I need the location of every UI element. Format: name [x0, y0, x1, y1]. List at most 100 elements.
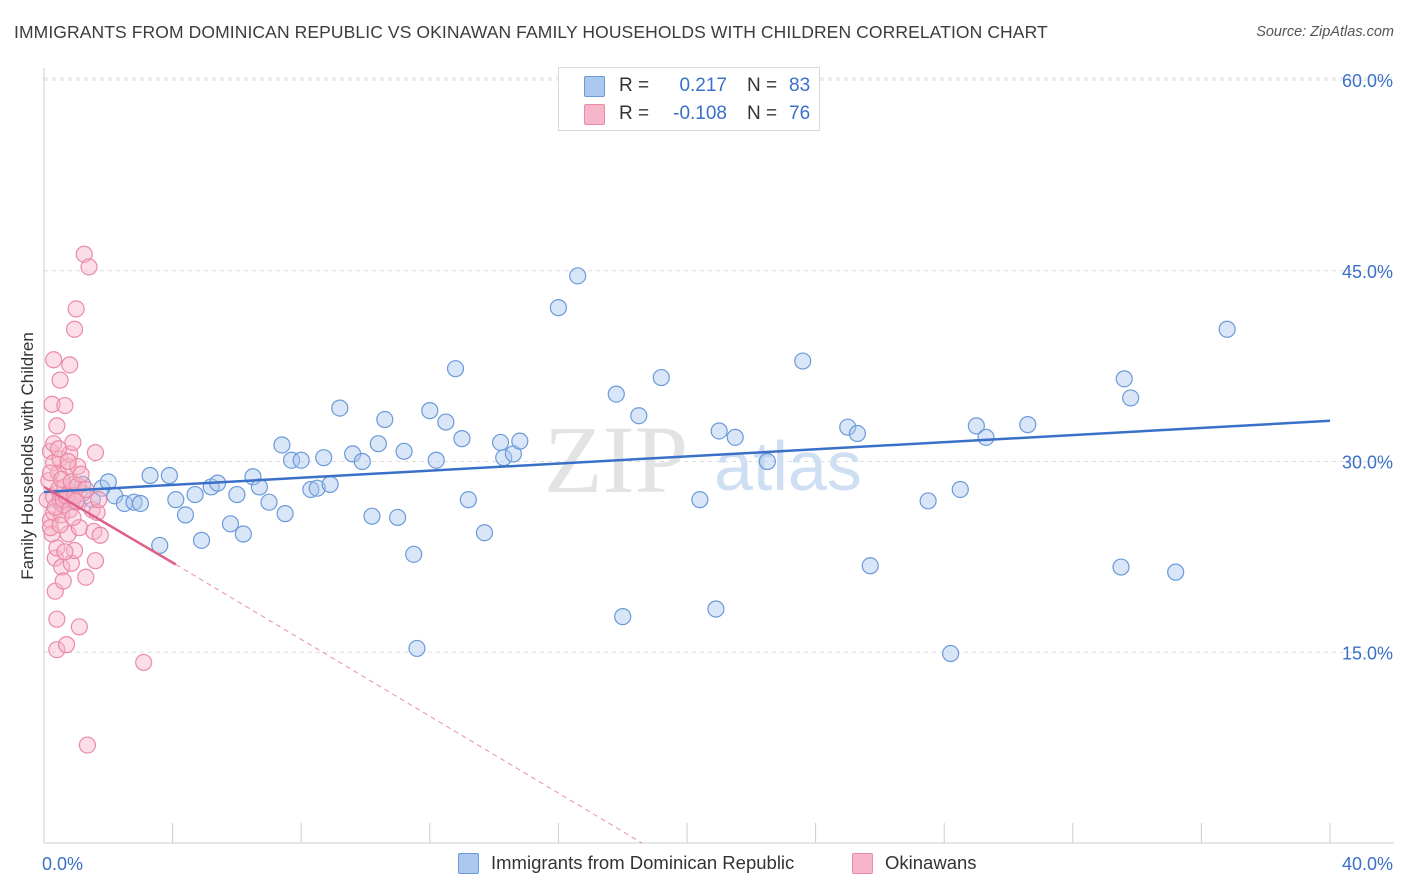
point-okinawan	[51, 516, 69, 534]
point-dominican	[475, 524, 494, 542]
point-dominican	[273, 436, 291, 454]
axis-labels: 15.0% 30.0% 45.0% 60.0% 0.0% 40.0% Family Hous…	[18, 71, 1393, 874]
point-dominican	[292, 451, 310, 469]
stats-legend: R = 0.217 N = 83 R = -0.108 N = 76	[558, 67, 820, 131]
point-dominican	[308, 479, 326, 497]
point-dominican	[427, 451, 445, 469]
legend-item-okinawan: Okinawans	[852, 852, 977, 874]
point-dominican	[794, 352, 812, 370]
point-dominican	[919, 492, 937, 510]
watermark: ZIP atlas	[544, 406, 862, 513]
point-dominican	[176, 506, 195, 524]
point-dominican	[125, 493, 143, 511]
x-tick-label: 40.0%	[1342, 854, 1393, 874]
point-dominican	[758, 452, 776, 471]
point-dominican	[1122, 389, 1140, 407]
trend-extension-okinawan	[175, 564, 643, 844]
point-okinawan	[51, 371, 69, 389]
point-dominican	[1115, 370, 1133, 388]
point-dominican	[1019, 416, 1037, 434]
point-dominican	[315, 449, 333, 467]
trend-line-dominican	[43, 419, 1331, 494]
point-dominican	[459, 491, 477, 509]
point-okinawan	[61, 356, 79, 374]
point-dominican	[389, 508, 407, 527]
point-dominican	[491, 433, 510, 452]
point-dominican	[691, 491, 709, 509]
point-dominican	[151, 536, 169, 555]
point-dominican	[549, 299, 568, 317]
watermark-atlas: atlas	[714, 427, 862, 505]
point-dominican	[395, 442, 413, 460]
point-dominican	[861, 557, 879, 575]
point-dominican	[1167, 563, 1185, 581]
legend-r-label: R =	[619, 103, 650, 124]
point-dominican	[353, 452, 371, 471]
point-okinawan	[75, 245, 93, 263]
point-okinawan	[65, 320, 84, 338]
point-dominican	[951, 480, 969, 499]
legend-row-series-1: R = 0.217 N = 83	[559, 72, 810, 100]
point-okinawan	[56, 543, 74, 561]
point-dominican	[942, 644, 960, 663]
legend-row-series-2: R = -0.108 N = 76	[559, 100, 810, 128]
point-dominican	[614, 608, 632, 626]
legend-r-value: 0.217	[679, 75, 727, 96]
point-dominican	[369, 435, 387, 453]
point-okinawan	[48, 610, 66, 628]
point-dominican	[408, 639, 426, 658]
point-okinawan	[41, 519, 60, 537]
y-tick-label: 30.0%	[1342, 453, 1393, 473]
legend-swatch-blue	[584, 75, 605, 97]
point-dominican	[363, 507, 381, 525]
point-dominican	[839, 418, 857, 436]
legend-swatch-blue	[458, 852, 479, 874]
legend-n-value: 76	[789, 103, 811, 124]
point-dominican	[160, 466, 178, 485]
point-dominican	[1112, 558, 1130, 576]
point-okinawan	[59, 452, 77, 471]
x-tick-label: 0.0%	[42, 854, 83, 874]
point-okinawan	[67, 300, 85, 318]
y-tick-label: 45.0%	[1342, 262, 1393, 282]
point-dominican	[977, 428, 995, 446]
point-dominican	[511, 432, 529, 450]
point-dominican	[221, 515, 240, 533]
point-okinawan	[43, 395, 61, 413]
point-dominican	[228, 485, 246, 504]
point-dominican	[321, 475, 339, 493]
point-dominican	[1218, 320, 1236, 338]
point-okinawan	[53, 470, 71, 488]
point-dominican	[652, 368, 670, 387]
point-dominican	[192, 531, 211, 549]
point-dominican	[376, 410, 394, 429]
chart-title: IMMIGRANTS FROM DOMINICAN REPUBLIC VS OK…	[14, 22, 1048, 42]
point-dominican	[707, 600, 725, 618]
legend-r-value: -0.108	[673, 103, 727, 124]
y-tick-label: 60.0%	[1342, 71, 1393, 91]
trend-line-okinawan	[43, 485, 177, 566]
legend-label-dominican: Immigrants from Dominican Republic	[491, 852, 795, 873]
point-dominican	[710, 422, 728, 440]
point-okinawan	[48, 539, 66, 557]
legend-r-label: R =	[619, 75, 650, 96]
point-dominican	[630, 407, 648, 425]
point-dominican	[186, 485, 204, 504]
point-dominican	[405, 545, 423, 563]
point-dominican	[421, 402, 439, 420]
point-okinawan	[77, 568, 95, 586]
point-okinawan	[45, 435, 63, 453]
point-okinawan	[48, 417, 66, 435]
legend-label-okinawan: Okinawans	[885, 852, 977, 873]
grid-lines	[44, 77, 1394, 653]
y-tick-label: 15.0%	[1342, 643, 1393, 663]
point-okinawan	[70, 618, 88, 636]
point-dominican	[726, 428, 744, 446]
legend-n-value: 83	[789, 75, 811, 96]
point-okinawan	[57, 636, 76, 654]
point-dominican	[234, 525, 252, 543]
point-dominican	[569, 267, 587, 285]
point-okinawan	[135, 653, 153, 672]
point-dominican	[331, 399, 349, 417]
point-okinawan	[86, 552, 105, 570]
